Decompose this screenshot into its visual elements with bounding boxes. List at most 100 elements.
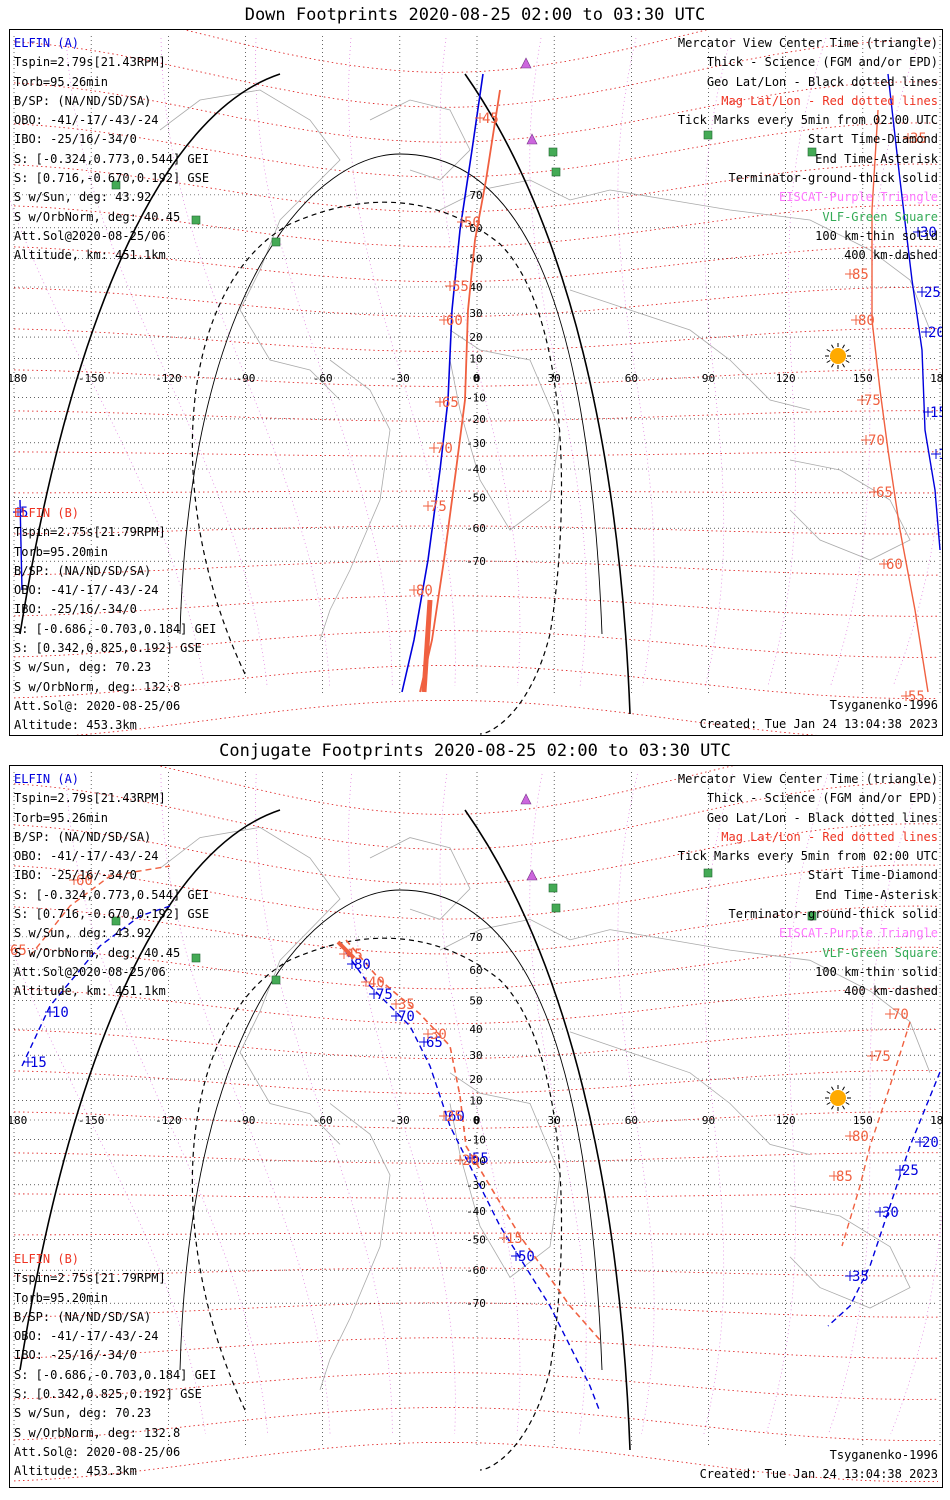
lat-tick-label: -70 [466, 1297, 486, 1310]
sun-ray [845, 349, 850, 352]
track-tick-mark [861, 435, 871, 445]
track-tick-mark [475, 113, 485, 123]
lat-tick-label: -10 [466, 391, 486, 404]
info-line: S: [-0.686,-0.703,0.184] GEI [14, 621, 217, 636]
track-tick-mark [867, 1051, 877, 1061]
lat-tick-label: 30 [469, 307, 482, 320]
track-tick-label: 50 [464, 215, 481, 231]
mag-parallel [13, 1372, 939, 1400]
lat-tick-label: -70 [466, 555, 486, 568]
sun-ray [845, 360, 850, 363]
lat-tick-label: -30 [466, 1179, 486, 1192]
mag-parallel [13, 595, 939, 617]
coastline [439, 179, 931, 331]
track-tick-label: 60 [446, 313, 463, 329]
eiscat-marker [520, 57, 532, 69]
elfin-b-footprint-track [419, 89, 501, 693]
info-line: B/SP: (NA/ND/SD/SA) [14, 829, 152, 844]
coastline [569, 289, 811, 411]
track-tick-label: 5 [20, 505, 28, 521]
track-tick-label: 45 [346, 947, 363, 963]
track-tick-label: 50 [518, 1249, 535, 1265]
mag-parallel [13, 987, 939, 1025]
coastline [789, 459, 911, 561]
mag-parallel [13, 1152, 939, 1164]
track-tick-mark [423, 1029, 433, 1039]
map-canvas-conjugate: -180 -150 -120 -90 -60 -30 0 30 60 90 120 150 180 70 6… [10, 766, 942, 1482]
track-tick-mark [885, 1009, 895, 1019]
track-tick-mark [347, 959, 357, 969]
elfin-b-name: ELFIN (B) [14, 506, 80, 520]
track-tick-label: 15 [30, 1055, 47, 1071]
model-label: Tsyganenko-1996 [829, 1448, 938, 1462]
panel-title-conjugate: Conjugate Footprints 2020-08-25 02:00 to… [219, 741, 731, 761]
track-tick-label: 70 [398, 1009, 415, 1025]
mag-meridian [703, 773, 734, 1435]
info-line: Altitude: 453.3km [14, 1464, 137, 1479]
info-line: IBO: -25/16/-34/0 [14, 602, 137, 617]
track-tick-label: 75 [376, 987, 393, 1003]
coastline [789, 1205, 911, 1309]
info-line: S: [-0.686,-0.703,0.184] GEI [14, 1367, 217, 1382]
track-tick-mark [69, 875, 79, 885]
lon-tick-label: 120 [776, 372, 796, 385]
terminator-line [464, 73, 631, 715]
info-line: Tspin=2.75s[21.79RPM] [14, 1271, 166, 1286]
track-tick-mark [391, 999, 401, 1009]
sun-ray [826, 1102, 831, 1105]
vlf-station-marker [551, 903, 561, 913]
track-tick-label: 10 [938, 447, 942, 463]
horizon-400km [191, 937, 563, 1471]
track-tick-label: 75 [864, 393, 881, 409]
legend-item: EISCAT-Purple Triangle [779, 190, 938, 205]
track-tick-label: 80 [852, 1129, 869, 1145]
info-line: Tspin=2.79s[21.43RPM] [14, 55, 166, 70]
coastline [439, 918, 931, 1073]
track-tick-label: 25 [446, 1109, 463, 1125]
track-tick-mark [879, 559, 889, 569]
info-line: S w/Sun, deg: 70.23 [14, 1406, 152, 1421]
lon-tick-label: -150 [78, 372, 105, 385]
mag-parallel [13, 410, 939, 422]
track-tick-label: 25 [902, 1163, 919, 1179]
track-tick-label: 60 [76, 873, 93, 889]
info-line: S: [-0.324,0.773,0.544] GEI [14, 887, 210, 902]
mag-parallel [74, 699, 817, 735]
track-tick-mark [391, 1011, 401, 1021]
vlf-station-marker [807, 911, 817, 921]
mag-meridian [617, 37, 655, 687]
track-tick-mark [511, 1251, 521, 1261]
mag-parallel [13, 525, 939, 535]
lon-tick-label: 0 [474, 372, 481, 385]
vlf-station-marker [548, 883, 558, 893]
sun-icon [830, 348, 846, 364]
vlf-station-marker [703, 130, 713, 140]
track-tick-label: 20 [462, 1153, 479, 1169]
created-label: Created: Tue Jan 24 13:04:38 2023 [699, 717, 938, 732]
info-line: B/SP: (NA/ND/SD/SA) [14, 563, 152, 578]
elfin-b-info-conjugate: ELFIN (B) Tspin=2.75s[21.79RPM] Torb=95.… [14, 1250, 216, 1482]
horizon-400km [191, 201, 563, 735]
track-tick-label: 70 [892, 1007, 909, 1023]
coastline [319, 359, 391, 641]
legend-item: Start Time-Diamond [807, 868, 938, 883]
info-line: Att.Sol@: 2020-08-25/06 [14, 1444, 181, 1459]
terminator-line [19, 73, 281, 635]
lat-tick-label: -60 [466, 1264, 486, 1277]
coastline [369, 99, 471, 181]
track-tick-label: 30 [882, 1205, 899, 1221]
lat-tick-label: 10 [469, 353, 482, 366]
lat-tick-label: 70 [469, 931, 482, 944]
track-tick-mark [901, 691, 911, 701]
mag-meridian [255, 37, 393, 687]
lat-tick-label: 70 [469, 189, 482, 202]
sun-ray [831, 344, 834, 349]
vlf-station-marker [191, 215, 201, 225]
lat-tick-label: 0 [473, 1114, 480, 1127]
info-line: IBO: -25/16/-34/0 [14, 1348, 137, 1363]
legend-item: 400 km-dashed [844, 248, 938, 263]
mag-parallel [13, 1232, 939, 1236]
info-line: Att.Sol@: 2020-08-25/06 [14, 698, 181, 713]
legend-conjugate: Mercator View Center Time (triangle) Thi… [678, 770, 938, 1002]
elfin-a-footprint-track-west [19, 499, 23, 591]
